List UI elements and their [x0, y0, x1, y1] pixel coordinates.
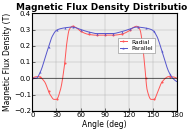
X-axis label: Angle (deg): Angle (deg) [82, 120, 127, 129]
Radial [176, 77, 178, 79]
Radial [100, 34, 103, 36]
Parallel [71, 26, 73, 28]
Parallel [117, 32, 120, 33]
Radial [118, 34, 120, 35]
Radial [101, 34, 104, 36]
Radial [150, 99, 152, 100]
Parallel [176, 81, 178, 82]
Parallel [172, 78, 175, 80]
Parallel [100, 33, 102, 34]
Title: Magnetic Flux Density Distribution: Magnetic Flux Density Distribution [16, 3, 187, 12]
Legend: Radial, Parallel: Radial, Parallel [118, 38, 155, 53]
Radial [110, 34, 112, 36]
Line: Radial: Radial [31, 25, 178, 100]
Parallel [110, 33, 112, 34]
Parallel [150, 29, 152, 30]
Radial [173, 76, 175, 78]
Radial [71, 25, 74, 27]
Radial [53, 99, 55, 100]
Radial [31, 77, 33, 79]
Parallel [101, 33, 103, 34]
Y-axis label: Magnetic Flux Density (T): Magnetic Flux Density (T) [4, 13, 13, 111]
Line: Parallel: Parallel [31, 26, 178, 82]
Parallel [31, 77, 33, 79]
